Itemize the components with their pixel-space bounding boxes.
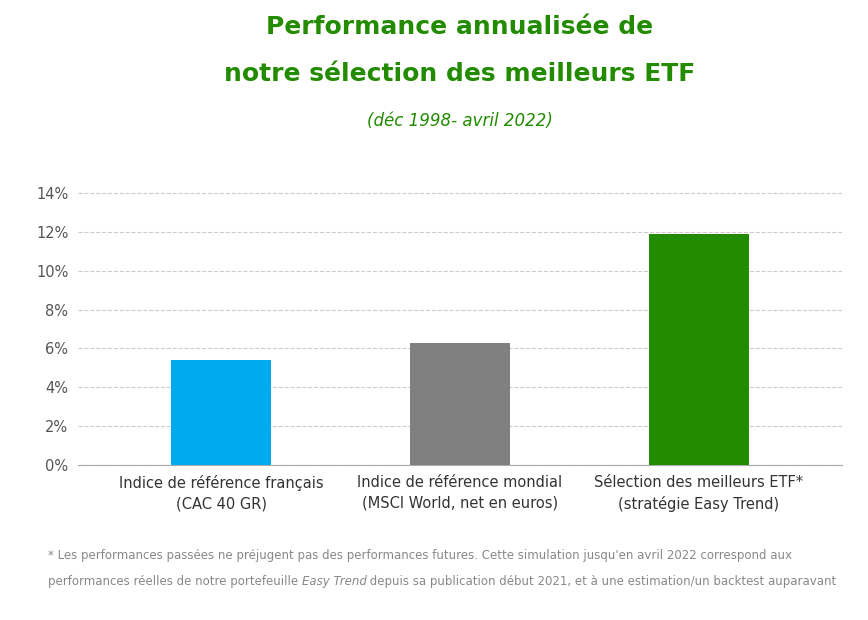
Bar [648, 234, 749, 465]
Text: Easy Trend: Easy Trend [301, 575, 366, 588]
Text: Performance annualisée de: Performance annualisée de [266, 16, 654, 40]
Bar [171, 360, 272, 465]
Text: * Les performances passées ne préjugent pas des performances futures. Cette simu: * Les performances passées ne préjugent … [48, 549, 792, 562]
Text: (déc 1998- avril 2022): (déc 1998- avril 2022) [367, 112, 553, 130]
Text: depuis sa publication début 2021, et à une estimation/un backtest auparavant: depuis sa publication début 2021, et à u… [366, 575, 837, 588]
Bar [410, 343, 510, 465]
Text: notre sélection des meilleurs ETF: notre sélection des meilleurs ETF [225, 62, 695, 86]
Text: performances réelles de notre portefeuille: performances réelles de notre portefeuil… [48, 575, 301, 588]
